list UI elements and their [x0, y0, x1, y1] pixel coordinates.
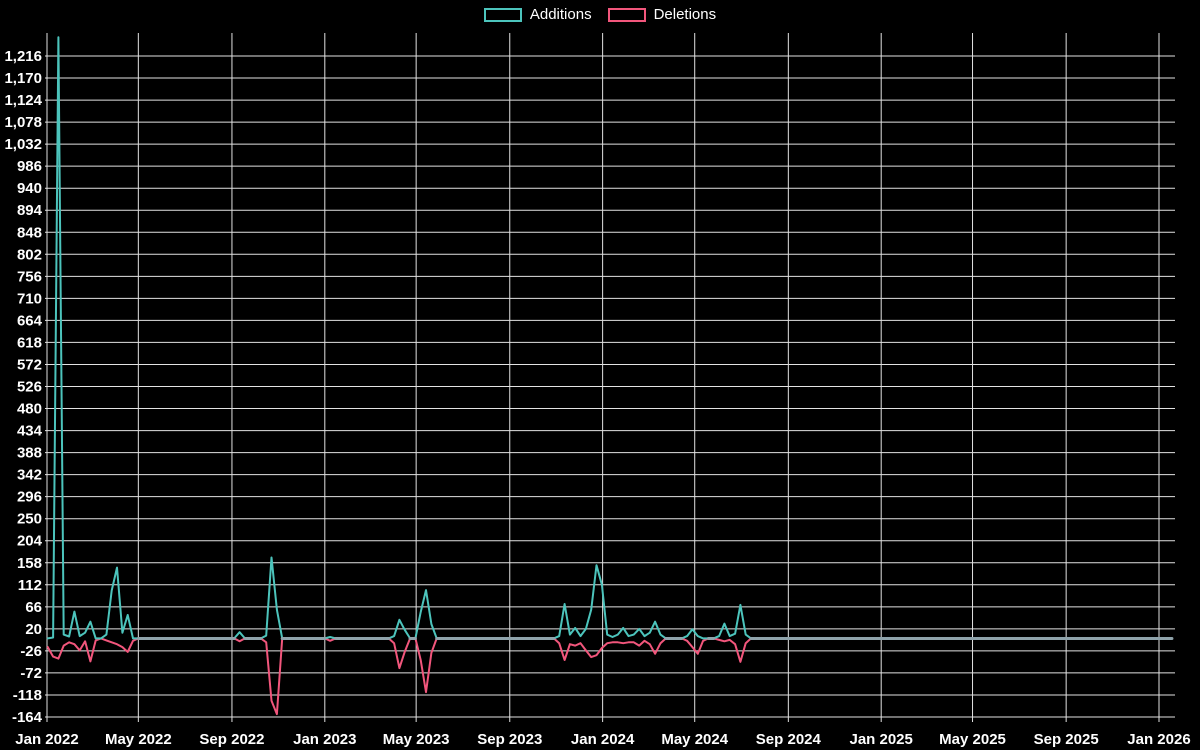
y-axis-label: 618 [17, 334, 42, 351]
y-axis-label: 802 [17, 246, 42, 263]
y-axis-label: 572 [17, 356, 42, 373]
y-axis-label: -26 [20, 643, 42, 660]
x-axis-label: Sep 2022 [199, 731, 264, 748]
y-axis-label: 434 [17, 423, 43, 440]
y-axis-label: 1,078 [4, 114, 42, 131]
y-axis-label: 296 [17, 489, 42, 506]
legend-item-additions[interactable]: Additions [483, 6, 592, 24]
x-axis-label: Sep 2023 [477, 731, 542, 748]
additions-line [46, 36, 1173, 640]
x-axis-label: Jan 2026 [1127, 731, 1190, 748]
y-axis-label: 664 [17, 312, 43, 329]
x-axis-label: Jan 2023 [293, 731, 356, 748]
y-axis-label: 940 [17, 180, 42, 197]
y-axis-label: -118 [13, 687, 42, 704]
y-axis-label: 894 [17, 202, 43, 219]
y-axis-label: 66 [25, 599, 42, 616]
x-axis-label: Sep 2025 [1034, 731, 1099, 748]
x-axis-label: Sep 2024 [756, 731, 822, 748]
y-axis-label: 112 [18, 577, 42, 594]
x-axis-label: Jan 2022 [15, 731, 78, 748]
y-axis-label: 250 [17, 511, 42, 528]
y-axis-label: 710 [17, 290, 42, 307]
x-axis-label: Jan 2025 [849, 731, 912, 748]
y-axis-label: 1,032 [4, 136, 42, 153]
y-axis-label: 20 [25, 621, 42, 638]
y-axis-label: 848 [17, 224, 42, 241]
y-axis-label: -72 [20, 665, 42, 682]
legend: Additions Deletions [0, 6, 1200, 24]
x-axis-label: Jan 2024 [571, 731, 635, 748]
x-axis-label: May 2023 [383, 731, 450, 748]
y-axis-label: 756 [17, 268, 42, 285]
y-axis-label: 1,216 [4, 48, 42, 65]
y-axis-label: 388 [17, 445, 42, 462]
y-axis-label: 342 [17, 467, 42, 484]
deletions-swatch-icon [607, 8, 646, 22]
y-axis-label: 158 [17, 555, 42, 572]
y-axis-label: 1,124 [4, 92, 42, 109]
y-axis-label: 204 [17, 533, 43, 550]
y-axis-label: 526 [17, 379, 42, 396]
y-axis-label: 986 [17, 158, 42, 175]
x-axis-label: May 2024 [661, 731, 728, 748]
y-axis-label: -164 [12, 709, 43, 726]
legend-item-deletions[interactable]: Deletions [607, 6, 717, 24]
x-axis-label: May 2022 [105, 731, 172, 748]
legend-label-deletions: Deletions [653, 6, 717, 23]
x-axis-label: May 2025 [939, 731, 1006, 748]
deletions-line [46, 637, 1173, 716]
y-axis-label: 480 [17, 401, 42, 418]
y-axis-label: 1,170 [4, 70, 42, 87]
legend-label-additions: Additions [529, 6, 592, 23]
additions-swatch-icon [483, 8, 522, 22]
